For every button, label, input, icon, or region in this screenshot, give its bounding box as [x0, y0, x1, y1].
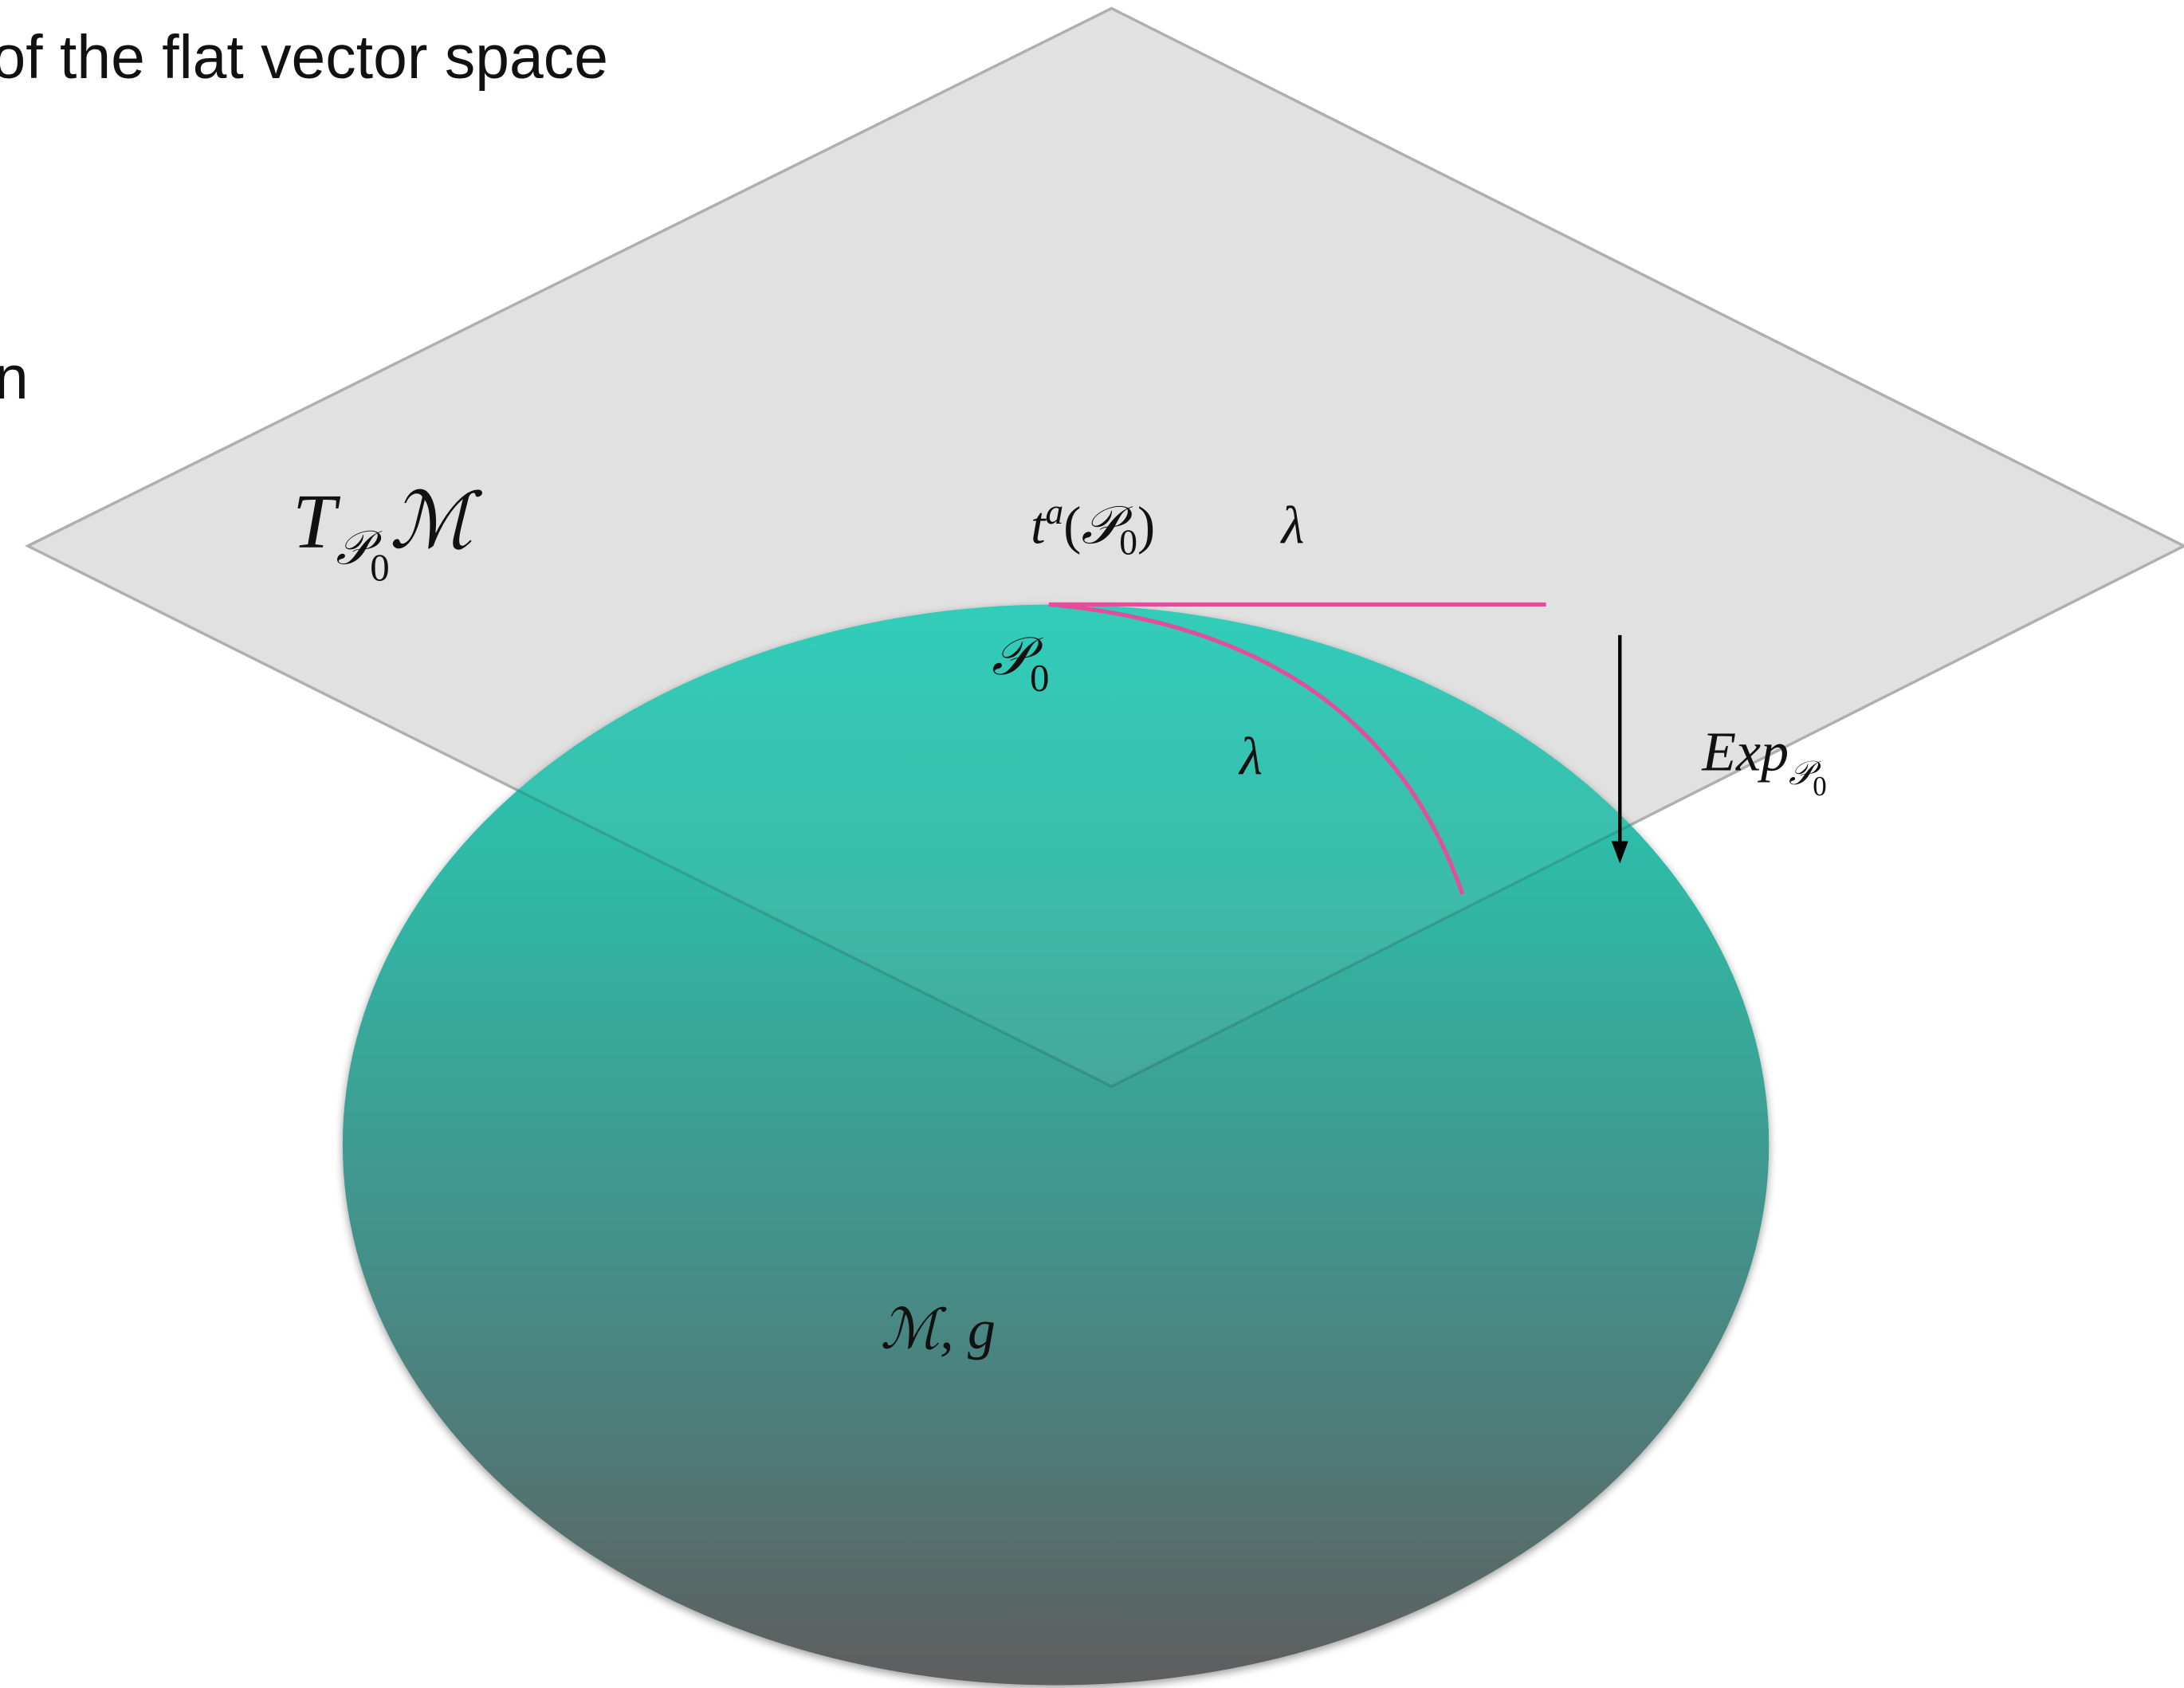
label-part: 0 — [1813, 771, 1826, 802]
label-part: ℳ — [880, 1300, 947, 1361]
diagram: of the flat vector space n T𝒫0ℳ ta(𝒫0) λ… — [0, 0, 2184, 1688]
label-part: ℳ — [390, 479, 483, 565]
lambda-label: λ — [1238, 728, 1263, 787]
header-line: n — [0, 343, 29, 412]
label-part: a — [1046, 492, 1064, 532]
label-part: T — [293, 479, 341, 565]
label-part: Exp — [1701, 721, 1789, 783]
label-part: 0 — [370, 546, 389, 590]
page: {"header_text": ["of the flat vector spa… — [0, 0, 2184, 1688]
label-part: 0 — [1119, 523, 1137, 563]
label-part: 0 — [1030, 656, 1049, 700]
label-part: ( — [1063, 497, 1081, 555]
label-part: t — [1031, 497, 1047, 555]
header-line: of the flat vector space — [0, 23, 608, 92]
lambda-label: λ — [1280, 497, 1305, 555]
label-part: , g — [940, 1300, 996, 1361]
manifold-label: ℳ, g — [880, 1300, 996, 1361]
label-part: ) — [1137, 497, 1155, 555]
body: of the flat vector space n T𝒫0ℳ ta(𝒫0) λ… — [0, 0, 2184, 1688]
